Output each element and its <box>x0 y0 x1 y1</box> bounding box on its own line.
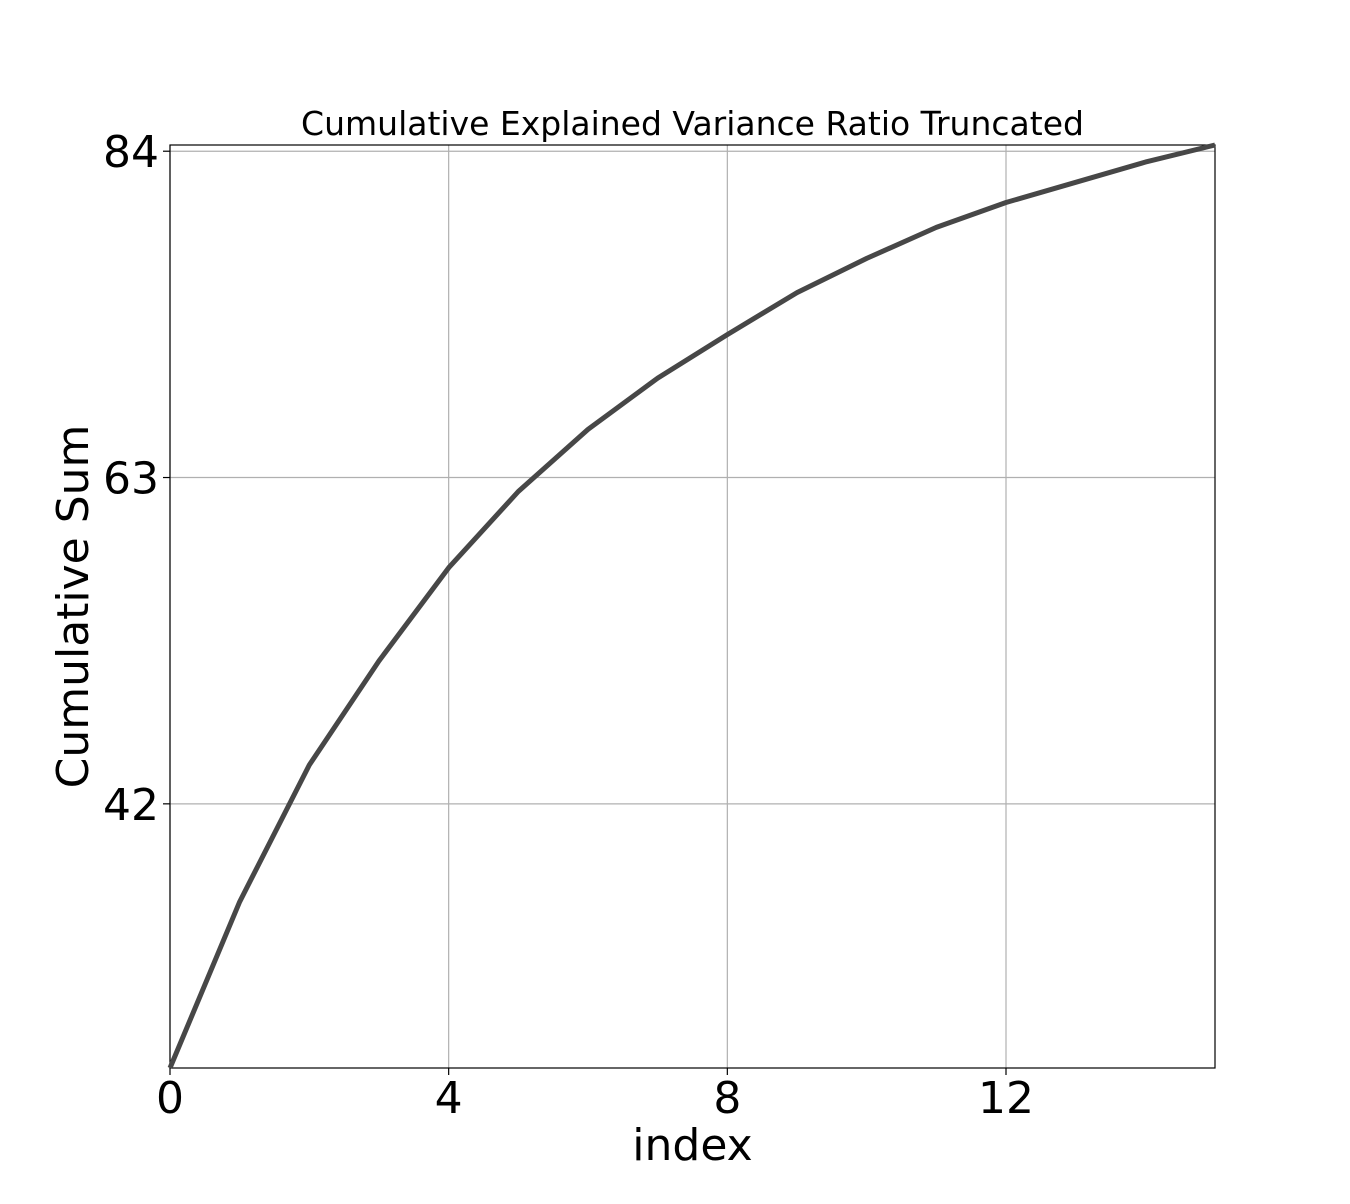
x-tick-label: 8 <box>713 1073 741 1124</box>
grid <box>169 145 1215 1068</box>
x-tick-label: 12 <box>978 1073 1034 1124</box>
x-axis-label: index <box>632 1120 752 1171</box>
y-tick-label: 42 <box>103 780 159 831</box>
series-line <box>167 142 1216 1069</box>
x-tick-label: 4 <box>435 1073 463 1124</box>
plot-area-frame <box>169 144 1216 1069</box>
series-layer <box>167 142 1216 1069</box>
y-tick-label: 63 <box>103 454 159 505</box>
y-axis-label: Cumulative Sum <box>48 425 99 789</box>
x-tick-label: 0 <box>156 1073 184 1124</box>
tick-layer: 0 4 8 12 42 63 84 <box>103 127 1034 1124</box>
chart-title: Cumulative Explained Variance Ratio Trun… <box>301 104 1084 143</box>
y-tick-label: 84 <box>103 127 159 178</box>
